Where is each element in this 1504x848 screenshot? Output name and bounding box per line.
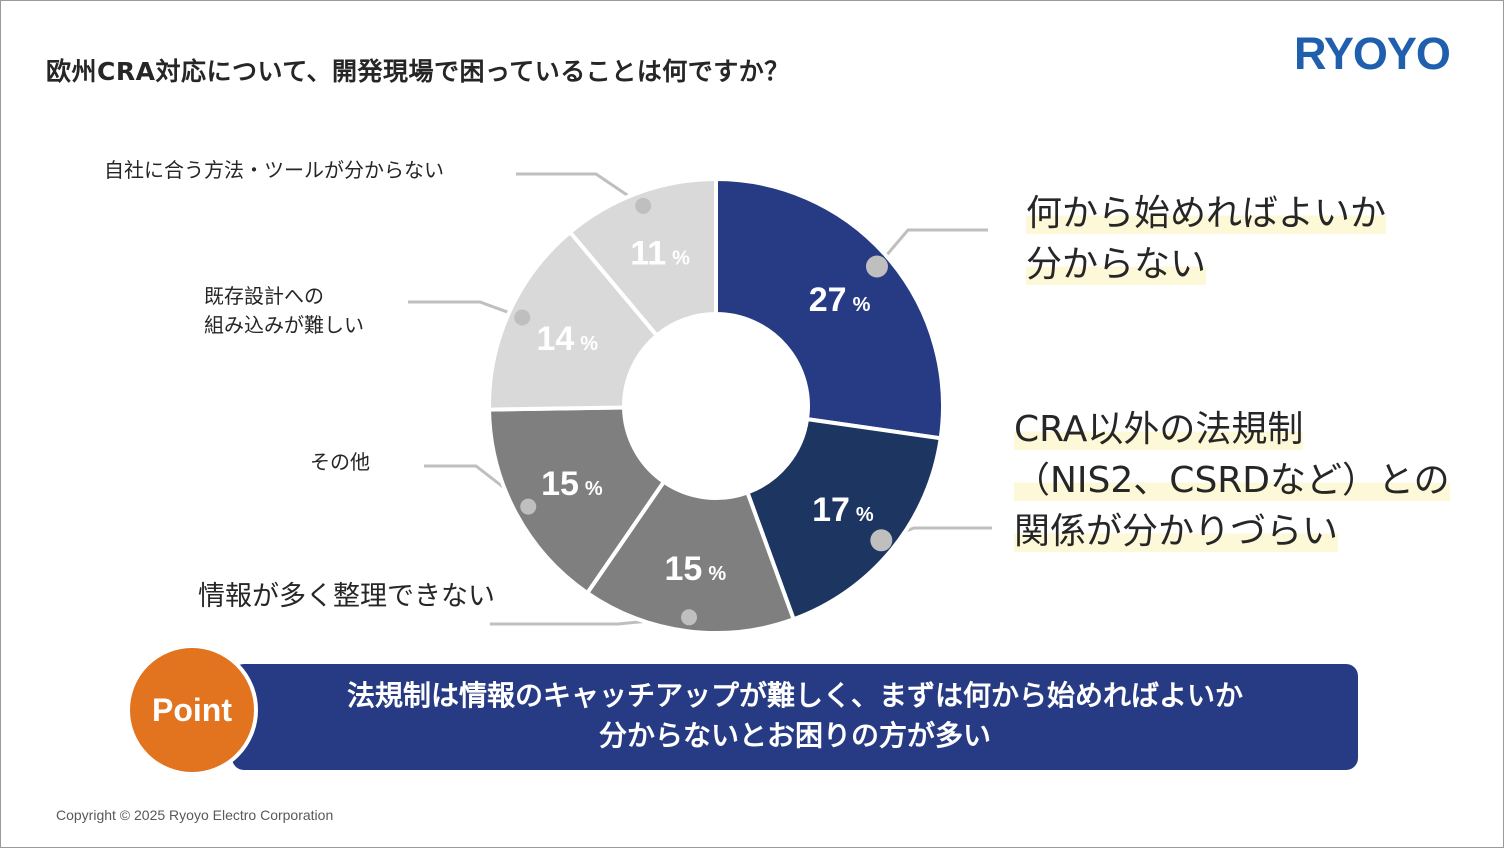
label-no-suitable-tools: 自社に合う方法・ツールが分からない	[104, 158, 444, 182]
leader-dot-no-suitable-tools	[635, 197, 652, 214]
value-label-info-overload: 15%	[664, 550, 726, 588]
slice-other-regulations	[744, 416, 943, 622]
point-message-line1: 法規制は情報のキャッチアップが難しく、まずは何から始めればよいか	[346, 679, 1243, 712]
label-existing-design: 既存設計への 組み込みが難しい	[204, 282, 364, 340]
slice-start-unknown	[714, 176, 945, 441]
chart-slices	[486, 176, 945, 635]
label-start-unknown: 何から始めればよいか 分からない	[1026, 188, 1387, 290]
leader-dot-other-regulations	[870, 529, 893, 552]
label-start-unknown-line2: 分からない	[1026, 244, 1207, 285]
value-label-start-unknown: 27%	[809, 281, 871, 319]
label-other-regulations: CRA以外の法規制 （NIS2、CSRDなど）との 関係が分かりづらい	[1014, 404, 1450, 557]
point-banner	[232, 664, 1358, 770]
label-other: その他	[310, 450, 370, 474]
point-message: 法規制は情報のキャッチアップが難しく、まずは何から始めればよいか 分からないとお…	[232, 676, 1358, 756]
leader-dots	[514, 197, 893, 626]
point-badge: Point	[126, 644, 258, 776]
label-existing-design-line2: 組み込みが難しい	[204, 313, 364, 337]
value-label-existing-design: 14%	[536, 320, 598, 358]
leader-dot-start-unknown	[865, 255, 888, 278]
leader-dot-info-overload	[681, 609, 698, 626]
slice-no-suitable-tools	[567, 176, 718, 339]
value-label-no-suitable-tools: 11%	[630, 234, 690, 272]
leader-line-existing-design	[408, 300, 523, 319]
slice-other	[486, 405, 667, 596]
leader-line-start-unknown	[875, 228, 988, 268]
value-label-other: 15%	[541, 465, 603, 503]
slice-existing-design	[487, 229, 660, 412]
label-other-regulations-line3: 関係が分かりづらい	[1014, 511, 1339, 552]
point-message-line2: 分からないとお困りの方が多い	[598, 719, 991, 752]
label-other-regulations-line2: （NIS2、CSRDなど）との	[1014, 460, 1450, 501]
label-info-overload: 情報が多く整理できない	[198, 581, 495, 612]
leader-dot-other	[520, 498, 537, 515]
ryoyo-logo: RYOYO	[1294, 28, 1451, 79]
leader-dot-existing-design	[514, 309, 531, 326]
label-other-regulations-line1: CRA以外の法規制	[1014, 409, 1304, 450]
label-start-unknown-line1: 何から始めればよいか	[1026, 193, 1387, 234]
chart-value-labels: 27 % 17 % 15 % 15 % 14 % 11%	[536, 234, 873, 588]
page-title: 欧州CRA対応について、開発現場で困っていることは何ですか？	[46, 57, 790, 86]
label-existing-design-line1: 既存設計への	[204, 284, 324, 308]
value-label-other-regulations: 17%	[812, 491, 874, 529]
copyright-notice: Copyright © 2025 Ryoyo Electro Corporati…	[56, 807, 334, 823]
